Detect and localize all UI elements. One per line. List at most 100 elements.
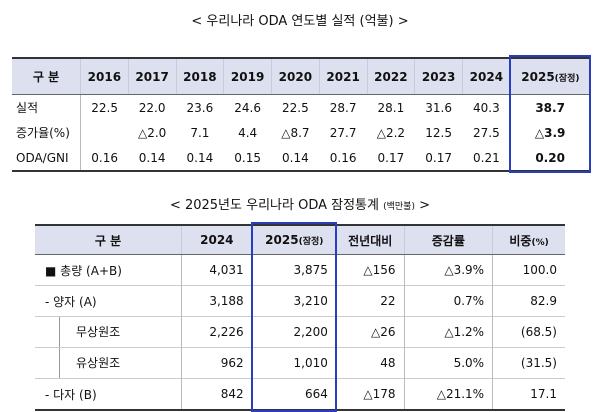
header-text: 2018 [183,69,217,84]
header-cell: 2024 [462,58,511,95]
table-2025: 구 분 2024 2025(잠정) 전년대비 증감률 비중(%) ■ 총량 (A+B) 4,0… [35,224,565,411]
cell: △156 [335,254,405,286]
header-cell: 구 분 [35,225,182,255]
cell: 7.1 [190,125,210,140]
title-end: > [419,198,431,213]
title: < 우리나라 ODA 연도별 실적 (억불) > [191,14,409,29]
cell: 23.6 [186,100,214,115]
cell: △3.9 [534,125,566,140]
header-text: 증감률 [431,233,465,248]
header-cell: 2024 [181,225,253,255]
header-cell: 2017 [127,58,176,95]
header-cell: 증감률 [403,225,493,255]
header-text: 2021 [326,69,360,84]
row: - 양자 (A) 3,188 3,210 22 0.7% 82.9 [35,285,565,317]
header-row: 구 분 2016 2017 2018 2019 2020 2021 2022 2023 2024 2… [12,58,590,95]
cell: 962 [181,347,253,379]
sub-label: 유상원조 [59,348,173,378]
sub-label: 무상원조 [59,317,173,347]
cell: 0.15 [234,150,261,165]
header-cell: 2021 [318,58,367,95]
row: ■ 총량 (A+B) 4,031 3,875 △156 △3.9% 100.0 [35,254,565,286]
header-text: 구 분 [32,70,60,84]
header-cell: 2016 [80,58,129,95]
cell: 3,188 [181,285,253,317]
cell: 27.7 [329,125,357,140]
cell: 2,226 [181,316,253,348]
header-cell: 전년대비 [335,225,405,255]
table-annual: 구 분 2016 2017 2018 2019 2020 2021 2022 2023 2024 2… [12,57,590,172]
title-text: < 2025년도 우리나라 ODA 잠정통계 [169,198,379,213]
cell: 40.3 [473,100,500,115]
title-unit: (백만불) [383,202,415,212]
header-text: 2020 [278,69,313,84]
cell: 0.14 [138,150,166,165]
cell: 유상원조 [35,347,182,379]
header-cell: 2022 [366,58,415,95]
cell: ODA/GNI [12,145,81,171]
header-text: 2025 [521,69,555,84]
cell: - 다자 (B) [35,378,182,410]
cell: 22.5 [91,100,118,115]
header-row: 구 분 2024 2025(잠정) 전년대비 증감률 비중(%) [35,225,565,255]
header-cell: 2018 [175,58,224,95]
cell: △1.2% [403,316,493,348]
title: < 2025년도 우리나라 ODA 잠정통계 (백만불) > [0,194,600,213]
cell: (31.5) [492,347,565,379]
cell: 0.14 [186,150,214,165]
cell: 22.5 [282,100,309,115]
header-note: (잠정) [554,73,580,84]
row: ODA/GNI 0.16 0.14 0.14 0.15 0.14 0.16 0.17 0.17 0… [12,145,590,171]
header-cell: 2019 [223,58,272,95]
header-cell: 비중(%) [492,225,565,255]
header-text: 구 분 [94,233,122,248]
cell: 27.5 [473,125,500,140]
header-note: (%) [531,237,549,248]
cell: 실적 [12,94,81,120]
cell: 664 [251,378,337,410]
cell: 0.7% [403,285,493,317]
header-text: 비중 [509,233,532,248]
cell: 38.7 [535,100,565,115]
header-text: 전년대비 [348,233,393,248]
header-text: 2024 [469,69,504,84]
header-text: 2022 [374,69,408,84]
cell: 842 [181,378,253,410]
cell: 82.9 [492,285,565,317]
cell: 0.17 [377,150,405,165]
row: 증가율(%) △2.0 7.1 4.4 △8.7 27.7 △2.2 12.5 27.5 △3.9 [12,120,590,145]
row: 실적 22.5 22.0 23.6 24.6 22.5 28.7 28.1 31.6 40.3 38… [12,94,590,120]
cell: ■ 총량 (A+B) [35,254,182,286]
cell: - 양자 (A) [35,285,182,317]
cell: 28.7 [329,100,357,115]
cell: 0.21 [473,150,500,165]
header-text: 2023 [421,69,456,84]
cell: 22.0 [138,100,166,115]
header-text: 2017 [135,69,169,84]
header-text: 2019 [230,69,265,84]
header-cell: 2020 [271,58,320,95]
cell: △3.9% [403,254,493,286]
cell: 3,210 [251,285,337,317]
cell: 4,031 [181,254,253,286]
header-note: (잠정) [298,237,324,247]
cell: △8.7 [281,125,310,140]
cell: (68.5) [492,316,565,348]
cell: 12.5 [425,125,452,140]
header-cell: 2025(잠정) [509,58,590,95]
cell: 24.6 [234,100,261,115]
cell: △2.2 [376,125,406,140]
cell: 5.0% [403,347,493,379]
cell: △178 [335,378,405,410]
cell: 1,010 [251,347,337,379]
cell: 48 [335,347,405,379]
header-cell: 구 분 [12,58,81,95]
cell: 증가율(%) [12,120,81,145]
header-text: 2016 [87,69,122,84]
cell: △21.1% [403,378,493,410]
cell: 0.17 [425,150,452,165]
cell: 3,875 [251,254,337,286]
header-cell: 2025(잠정) [251,225,337,255]
cell: 4.4 [238,125,258,140]
